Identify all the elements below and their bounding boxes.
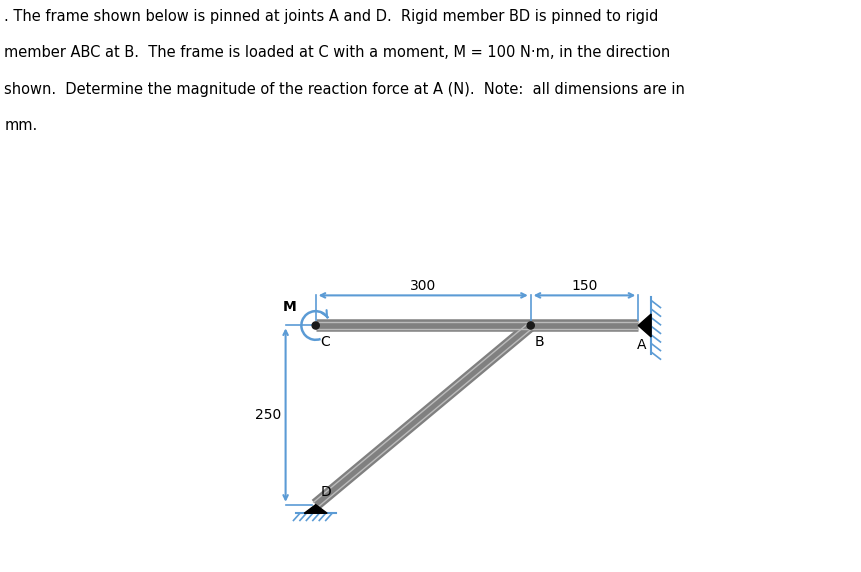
Text: . The frame shown below is pinned at joints A and D.  Rigid member BD is pinned : . The frame shown below is pinned at joi…	[4, 9, 658, 23]
Text: A: A	[636, 337, 646, 352]
Text: B: B	[534, 335, 543, 349]
Circle shape	[312, 322, 319, 329]
Polygon shape	[304, 505, 327, 513]
Text: mm.: mm.	[4, 118, 38, 133]
Text: D: D	[320, 485, 331, 499]
Text: shown.  Determine the magnitude of the reaction force at A (N).  Note:  all dime: shown. Determine the magnitude of the re…	[4, 82, 684, 97]
Text: 250: 250	[255, 408, 281, 422]
Circle shape	[527, 322, 534, 329]
Text: M: M	[282, 300, 296, 314]
Text: 150: 150	[571, 279, 597, 292]
Polygon shape	[637, 314, 650, 337]
Text: member ABC at B.  The frame is loaded at C with a moment, M = 100 N·m, in the di: member ABC at B. The frame is loaded at …	[4, 45, 670, 60]
Text: 300: 300	[410, 279, 436, 292]
Text: C: C	[320, 335, 330, 349]
